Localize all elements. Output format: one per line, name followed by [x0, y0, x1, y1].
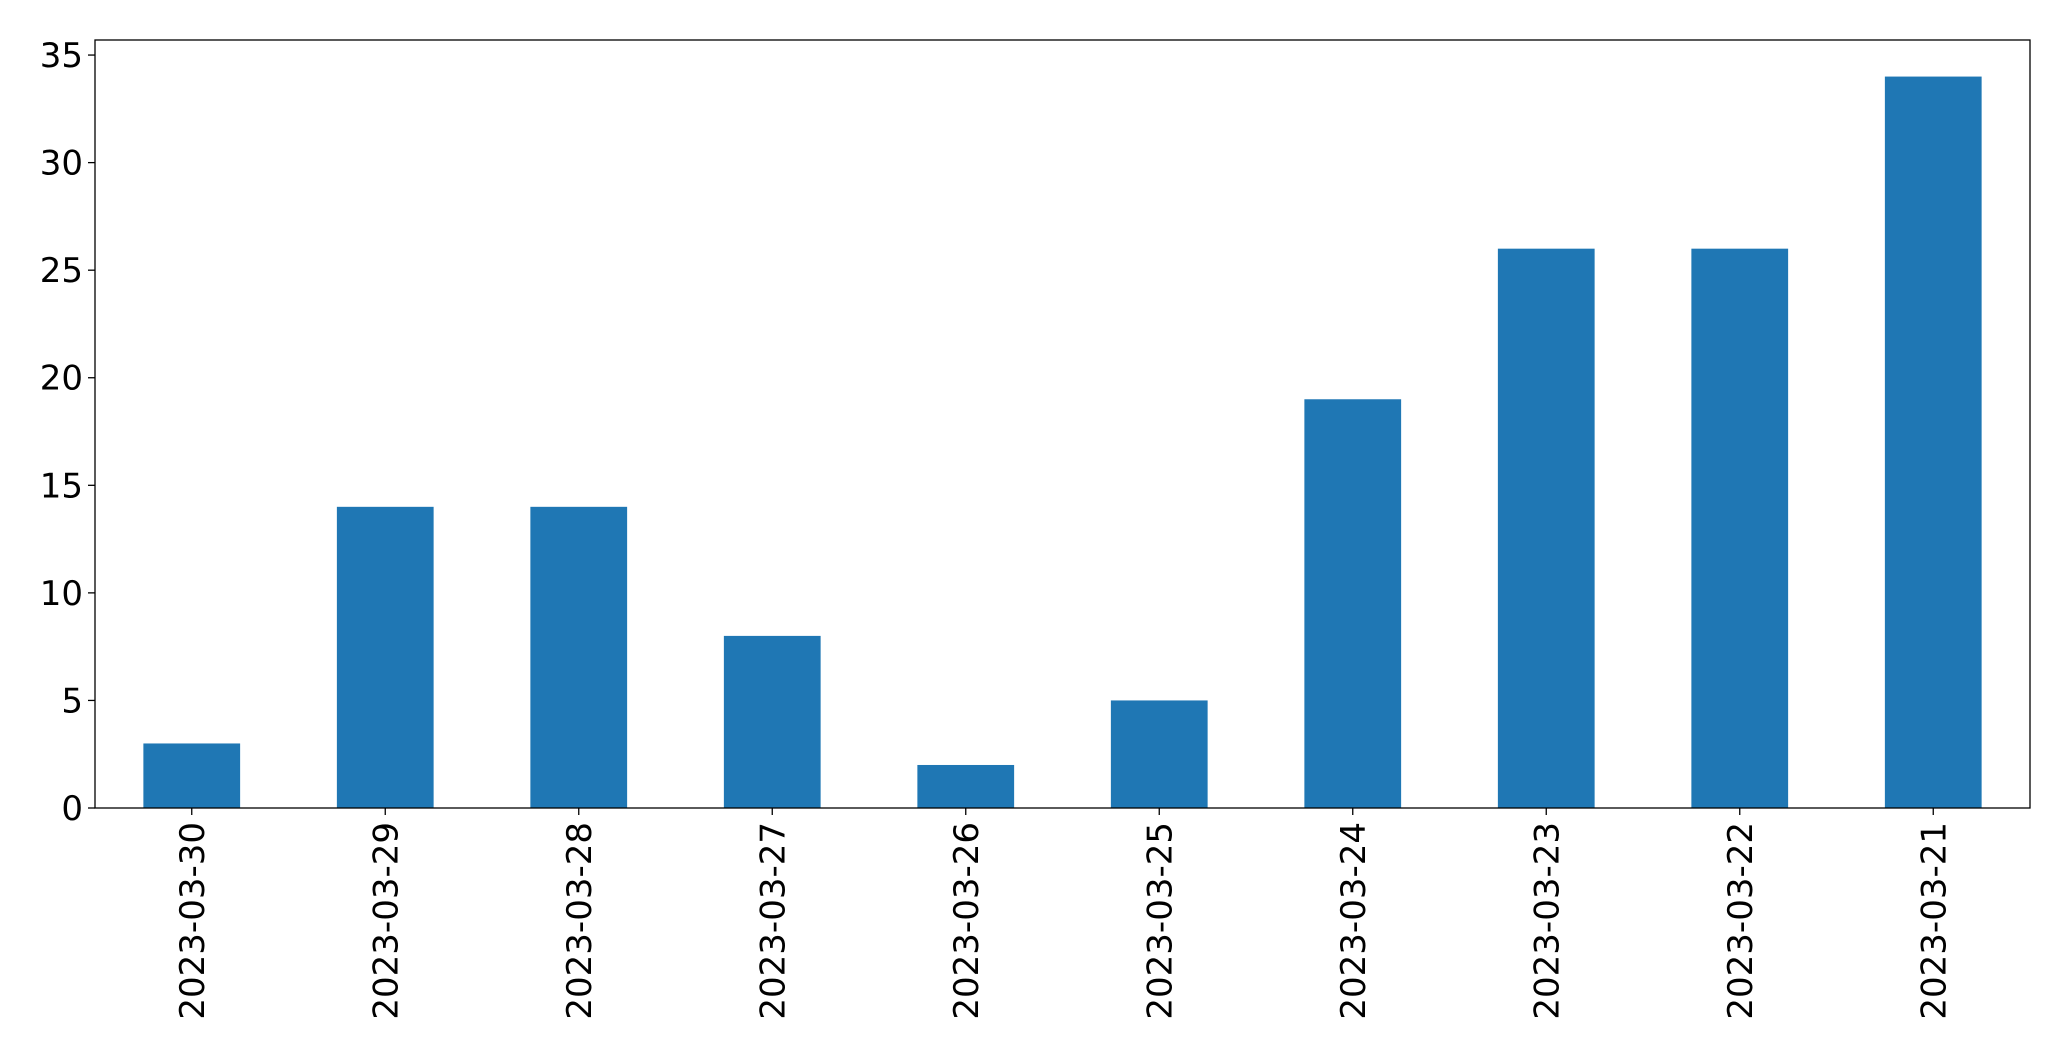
bar — [917, 764, 1015, 808]
x-tick-label: 2023-03-29 — [366, 822, 406, 1020]
bar — [530, 506, 628, 808]
plot-frame — [94, 39, 2031, 809]
x-tick-label: 2023-03-27 — [753, 822, 793, 1020]
x-tick-label: 2023-03-26 — [947, 822, 987, 1020]
y-tick-label: 10 — [40, 574, 83, 614]
y-tick-label: 20 — [40, 359, 83, 399]
bar — [1304, 399, 1402, 808]
bar — [1110, 700, 1208, 808]
x-tick-label: 2023-03-23 — [1527, 822, 1567, 1020]
x-tick-label: 2023-03-24 — [1334, 822, 1374, 1020]
y-tick-label: 25 — [40, 251, 83, 291]
x-tick-label: 2023-03-25 — [1140, 822, 1180, 1020]
x-tick-label: 2023-03-28 — [560, 822, 600, 1020]
bar — [723, 635, 821, 808]
y-tick-label: 0 — [61, 789, 83, 829]
y-tick-label: 35 — [40, 36, 83, 76]
y-tick-label: 5 — [61, 681, 83, 721]
bar — [1497, 248, 1595, 809]
x-tick-label: 2023-03-21 — [1914, 822, 1954, 1020]
bar — [143, 743, 241, 808]
x-tick-label: 2023-03-22 — [1721, 822, 1761, 1020]
bar — [336, 506, 434, 808]
y-tick-label: 15 — [40, 466, 83, 506]
y-tick-label: 30 — [40, 144, 83, 184]
x-tick-label: 2023-03-30 — [173, 822, 213, 1020]
bar — [1884, 76, 1982, 809]
bar — [1691, 248, 1789, 809]
